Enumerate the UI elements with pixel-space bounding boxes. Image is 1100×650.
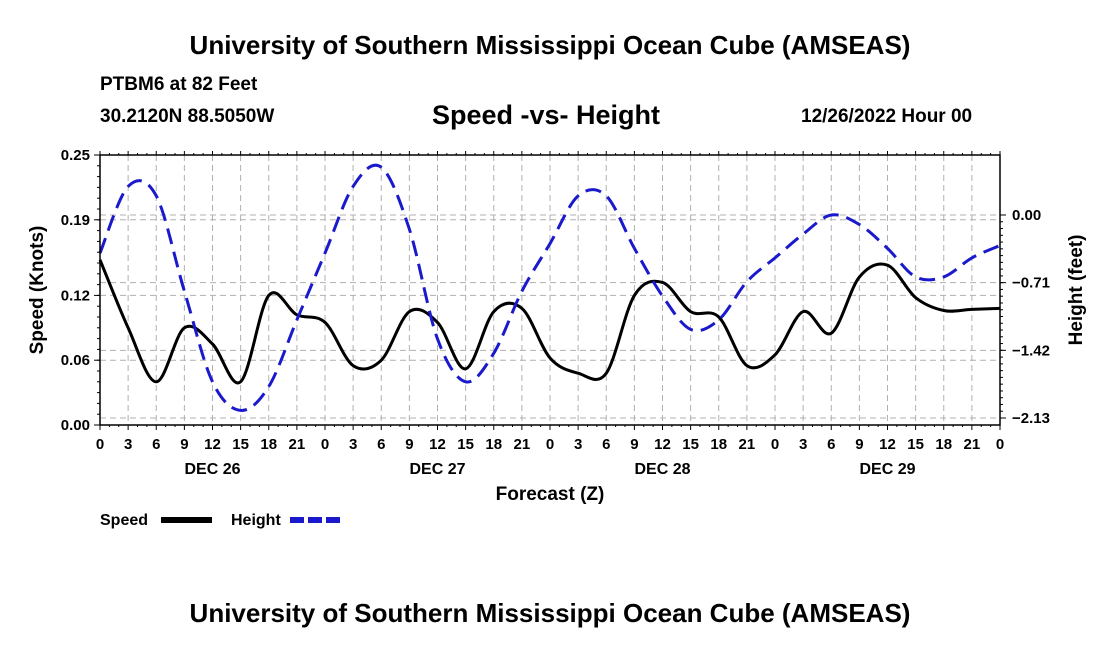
- x-tick-label: 18: [935, 436, 952, 453]
- series-height-line: [98, 163, 1001, 412]
- y-left-tick-label: 0.25: [61, 147, 90, 164]
- x-tick-label: 3: [574, 436, 582, 453]
- x-tick-label: 21: [289, 436, 306, 453]
- legend: Speed Height: [100, 512, 342, 529]
- x-tick-label: 21: [964, 436, 981, 453]
- x-axis-label: Forecast (Z): [496, 484, 605, 505]
- station-label: PTBM6 at 82 Feet: [100, 74, 258, 95]
- day-label: DEC 28: [634, 461, 690, 478]
- x-tick-label: 21: [514, 436, 531, 453]
- x-tick-label: 18: [710, 436, 727, 453]
- legend-speed-label: Speed: [100, 512, 148, 529]
- x-tick-label: 6: [602, 436, 610, 453]
- forecast-datetime: 12/26/2022 Hour 00: [801, 106, 973, 127]
- grid: [100, 155, 1000, 425]
- y-right-tick-label: −0.71: [1012, 275, 1050, 292]
- x-tick-label: 0: [996, 436, 1004, 453]
- x-tick-label: 3: [349, 436, 357, 453]
- x-tick-label: 6: [827, 436, 835, 453]
- y-right-tick-label: 0.00: [1012, 207, 1041, 224]
- x-tick-label: 12: [204, 436, 221, 453]
- axes: 0 3 6 9 12 15 18 21 0 3 6 9 12 15 18 21 0 3 6 9 12 15 18 21 0 3 6 9…: [61, 147, 1050, 478]
- x-tick-label: 9: [180, 436, 188, 453]
- x-tick-label: 0: [96, 436, 104, 453]
- day-label: DEC 27: [409, 461, 465, 478]
- x-tick-label: 9: [405, 436, 413, 453]
- x-tick-label: 21: [739, 436, 756, 453]
- x-tick-label: 12: [654, 436, 671, 453]
- x-tick-label: 0: [321, 436, 329, 453]
- y-left-tick-label: 0.00: [61, 417, 90, 434]
- day-label: DEC 26: [184, 461, 240, 478]
- x-tick-label: 15: [232, 436, 249, 453]
- y-axis-left-label: Speed (Knots): [27, 226, 48, 355]
- x-tick-label: 18: [260, 436, 277, 453]
- page-title: University of Southern Mississippi Ocean…: [189, 30, 911, 60]
- y-left-tick-label: 0.06: [61, 352, 90, 369]
- x-tick-label: 12: [879, 436, 896, 453]
- x-tick-label: 3: [799, 436, 807, 453]
- x-tick-label: 9: [855, 436, 863, 453]
- x-tick-label: 12: [429, 436, 446, 453]
- y-right-tick-label: −1.42: [1012, 342, 1050, 359]
- series-layer: [98, 163, 1001, 412]
- x-tick-label: 0: [546, 436, 554, 453]
- y-left-tick-label: 0.19: [61, 212, 90, 229]
- coordinates-label: 30.2120N 88.5050W: [100, 106, 275, 127]
- y-left-tick-label: 0.12: [61, 287, 90, 304]
- x-tick-label: 6: [152, 436, 160, 453]
- x-tick-label: 18: [485, 436, 502, 453]
- x-tick-label: 9: [630, 436, 638, 453]
- day-label: DEC 29: [859, 461, 915, 478]
- x-tick-label: 15: [457, 436, 474, 453]
- legend-height-label: Height: [231, 512, 281, 529]
- x-tick-label: 0: [771, 436, 779, 453]
- x-tick-label: 15: [682, 436, 699, 453]
- y-axis-right-label: Height (feet): [1066, 235, 1087, 346]
- chart-title: Speed -vs- Height: [432, 100, 661, 130]
- y-right-tick-label: −2.13: [1012, 410, 1050, 427]
- x-tick-label: 6: [377, 436, 385, 453]
- series-speed-line: [98, 259, 1001, 385]
- x-tick-label: 3: [124, 436, 132, 453]
- x-tick-label: 15: [907, 436, 924, 453]
- footer-title: University of Southern Mississippi Ocean…: [189, 598, 911, 628]
